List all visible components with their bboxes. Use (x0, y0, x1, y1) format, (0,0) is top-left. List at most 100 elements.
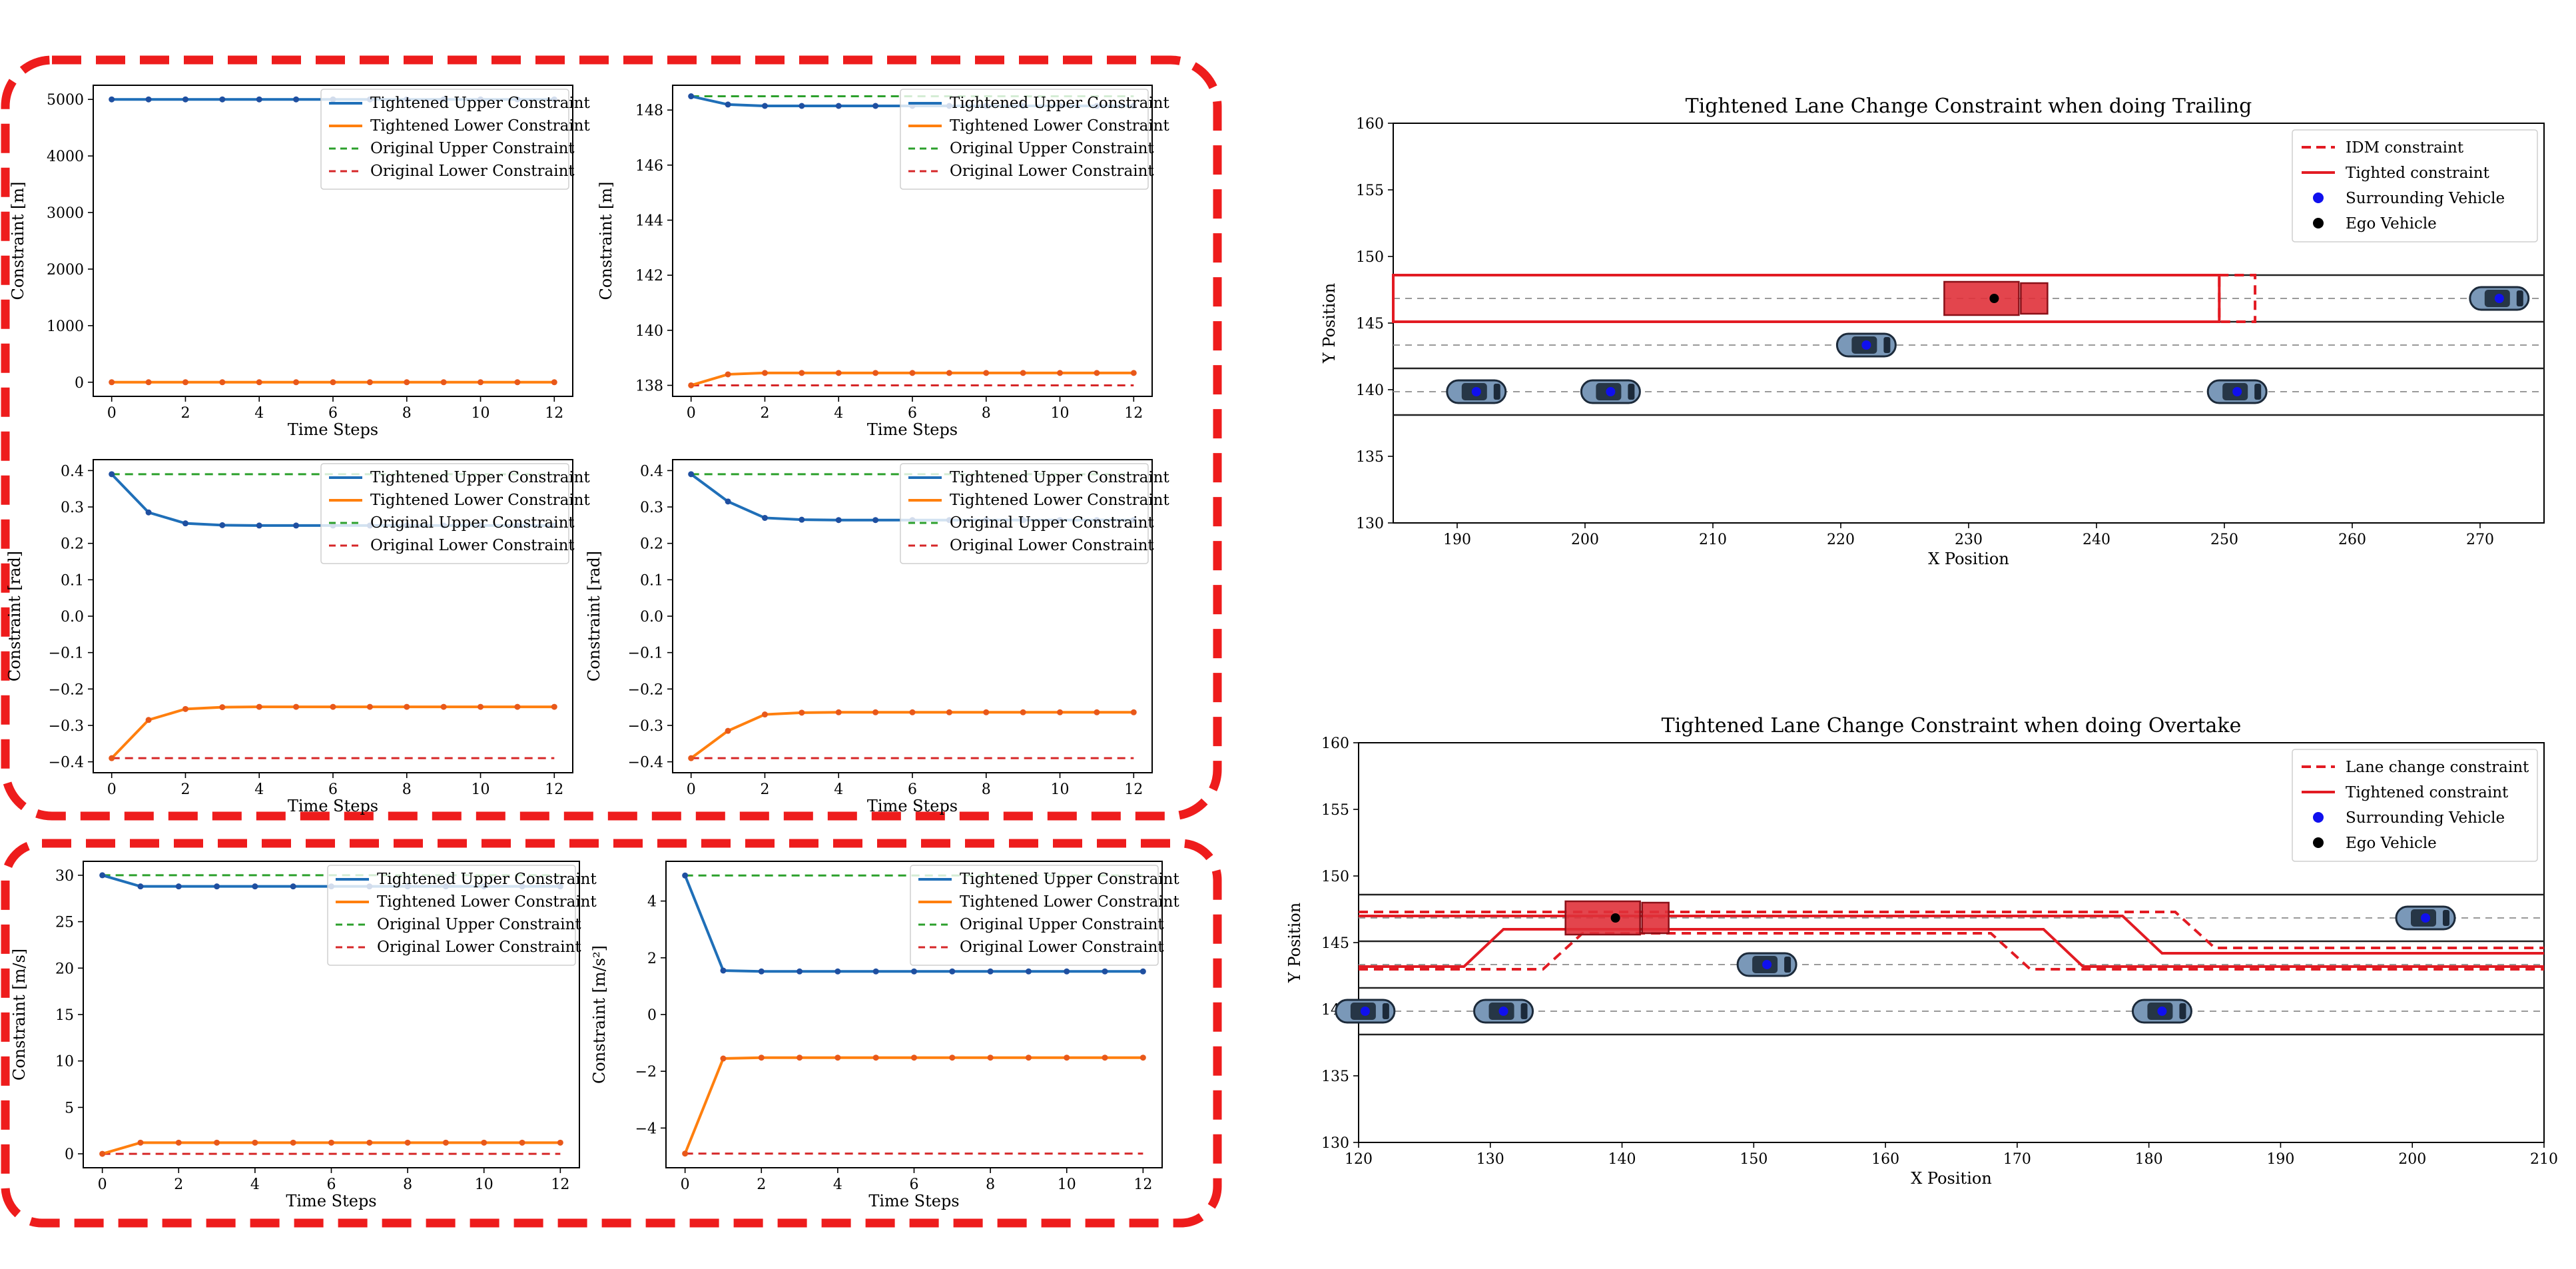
x-tick-label: 4 (250, 1176, 260, 1193)
x-tick-label: 12 (1124, 781, 1143, 798)
lane-change-constraint-curve (1359, 911, 2544, 949)
y-tick-label: 5 (65, 1100, 74, 1116)
y-tick-label: 145 (1356, 316, 1384, 332)
x-axis-label: Time Steps (867, 420, 958, 439)
acceleration-constraint-chart: 0 2 4 6 8 10 12 −4 −2 0 2 4 Time Steps Constraint [m/… (590, 861, 1179, 1210)
surrounding-vehicle (1335, 999, 1396, 1024)
data-point-lower (145, 717, 152, 723)
x-tick-label: 6 (328, 781, 338, 798)
y-tick-label: 0.1 (61, 572, 84, 589)
surrounding-vehicle-dot (2494, 294, 2504, 303)
data-point-upper (145, 509, 152, 516)
data-point-lower (519, 1139, 525, 1146)
legend-label-upper: Tightened Upper Constraint (370, 469, 590, 486)
data-point-lower (720, 1055, 727, 1062)
x-tick-label: 180 (2135, 1151, 2163, 1168)
data-point-upper (758, 968, 765, 975)
y-tick-label: −0.1 (49, 645, 84, 662)
x-tick-label: 2 (760, 781, 769, 798)
data-point-lower (328, 1139, 334, 1146)
legend-label-upper: Tightened Upper Constraint (950, 95, 1169, 112)
data-point-lower (366, 703, 373, 710)
x-tick-label: 120 (1345, 1151, 1373, 1168)
surrounding-vehicle-dot (2232, 387, 2242, 396)
data-point-upper (987, 968, 994, 975)
data-point-lower (688, 382, 695, 388)
ego-vehicle (1943, 280, 2049, 316)
x-tick-label: 10 (472, 781, 490, 798)
surrounding-vehicle-dot (1471, 387, 1481, 396)
legend-label-upper: Tightened Upper Constraint (950, 469, 1169, 486)
surrounding-vehicle-dot (1498, 1007, 1508, 1016)
chart-title: Tightened Lane Change Constraint when do… (1662, 714, 2242, 737)
x-tick-label: 230 (1955, 532, 1983, 548)
x-tick-label: 6 (908, 405, 917, 422)
data-point-upper (182, 96, 188, 103)
x-tick-label: 12 (545, 781, 563, 798)
overtake-scene-chart: 1201301401501601701801902002101301351401… (1285, 714, 2558, 1188)
legend-box (2292, 129, 2538, 242)
data-point-lower (725, 371, 731, 378)
legend-box (2292, 749, 2538, 862)
x-tick-label: 190 (1443, 532, 1471, 548)
data-point-upper (109, 96, 115, 103)
data-point-lower (1057, 709, 1064, 715)
y-tick-label: 2 (647, 951, 657, 967)
legend-label-lower: Tightened Lower Constraint (960, 893, 1179, 911)
data-point-upper (256, 522, 262, 529)
legend-label-orig_upper: Original Upper Constraint (370, 140, 575, 157)
x-tick-label: 170 (2003, 1151, 2031, 1168)
data-point-lower (557, 1139, 563, 1146)
data-point-lower (946, 370, 952, 376)
group-frame-top (1, 55, 1222, 821)
data-point-upper (720, 967, 727, 974)
data-point-upper (182, 520, 188, 527)
data-point-lower (478, 703, 484, 710)
data-point-upper (219, 522, 226, 528)
y-tick-label: 160 (1321, 735, 1349, 752)
x-tick-label: 200 (1571, 532, 1599, 548)
tightened-constraint-curve (1359, 915, 2544, 955)
y-tick-label: 140 (1356, 382, 1384, 399)
data-point-lower (1130, 370, 1137, 376)
y-tick-label: −0.1 (628, 645, 663, 662)
y-tick-label: 142 (635, 268, 663, 284)
surrounding-vehicle (1446, 379, 1507, 404)
data-point-upper (214, 883, 220, 890)
data-point-upper (949, 968, 956, 975)
y-tick-label: 1000 (47, 318, 84, 335)
legend-swatch (2313, 218, 2324, 228)
data-point-lower (1130, 709, 1137, 715)
legend-label: Ego Vehicle (2346, 215, 2437, 232)
surrounding-vehicle-dot (1360, 1007, 1370, 1016)
data-point-lower (256, 703, 262, 710)
x-tick-label: 4 (254, 781, 264, 798)
truck-cab-icon (2020, 282, 2049, 315)
y-tick-label: 5000 (47, 92, 84, 109)
x-tick-label: 210 (1699, 532, 1727, 548)
truck-cab-icon (1641, 901, 1670, 935)
data-point-lower (946, 709, 952, 715)
data-point-upper (1102, 968, 1108, 975)
legend-box (327, 865, 576, 966)
data-point-upper (1025, 968, 1032, 975)
data-point-upper (99, 872, 106, 879)
x-tick-label: 4 (833, 1176, 842, 1193)
data-point-lower (366, 1139, 373, 1146)
y-tick-label: 144 (635, 213, 663, 230)
data-point-lower (1102, 1055, 1108, 1061)
data-point-lower (949, 1055, 956, 1061)
data-point-lower (219, 704, 226, 711)
y-tick-label: 2000 (47, 262, 84, 278)
data-point-lower (514, 379, 521, 386)
data-point-lower (182, 705, 188, 712)
y-axis-label: Constraint [m/s²] (590, 945, 609, 1084)
y-tick-label: −0.2 (628, 681, 663, 698)
x-axis-label: Time Steps (868, 1192, 959, 1210)
data-point-upper (872, 968, 879, 975)
velocity-constraint-chart: 0 2 4 6 8 10 12 0 5 10 15 20 25 30 Time Steps Constrain… (10, 861, 597, 1210)
surrounding-vehicle (2206, 379, 2268, 404)
data-point-upper (1139, 968, 1146, 975)
legend-label-lower: Tightened Lower Constraint (370, 117, 590, 135)
y-tick-label: 145 (1321, 935, 1349, 952)
